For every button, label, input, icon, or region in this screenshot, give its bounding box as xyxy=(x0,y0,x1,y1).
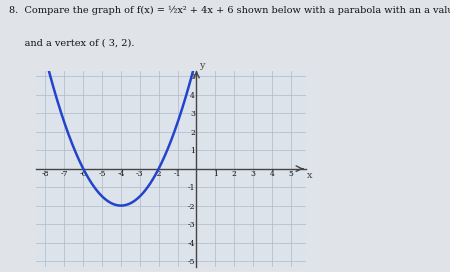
Text: 8.  Compare the graph of f(x) = ½x² + 4x + 6 shown below with a parabola with an: 8. Compare the graph of f(x) = ½x² + 4x … xyxy=(9,5,450,15)
Text: y: y xyxy=(199,61,205,70)
Text: and a vertex of ( 3, 2).: and a vertex of ( 3, 2). xyxy=(9,38,135,47)
Text: x: x xyxy=(307,171,312,180)
